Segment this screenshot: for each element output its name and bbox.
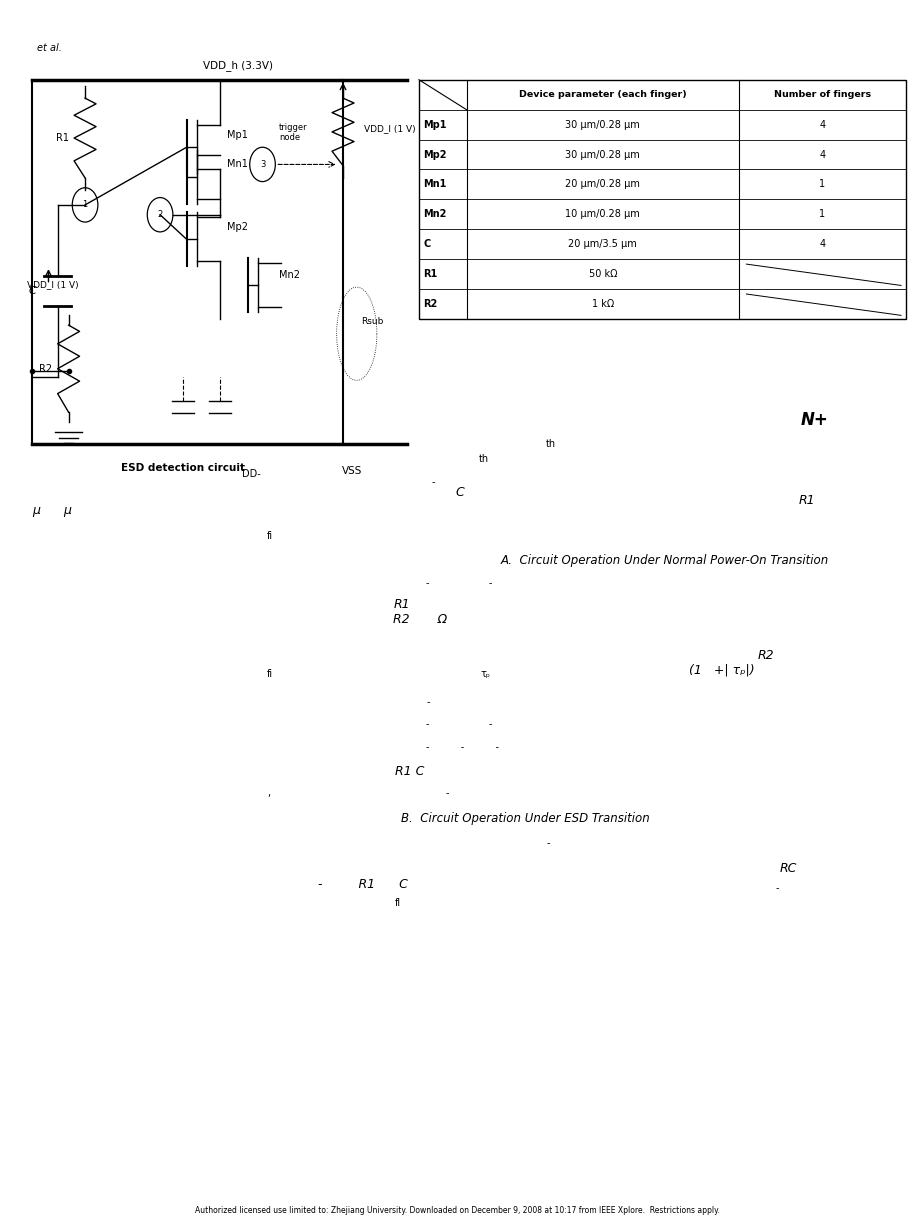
Text: R1: R1	[55, 133, 69, 144]
Text: -                   -: - -	[425, 719, 492, 729]
Text: -: -	[431, 477, 435, 487]
Text: Mn2: Mn2	[423, 210, 447, 220]
Text: R1 C: R1 C	[395, 766, 424, 778]
Text: fi: fi	[267, 531, 273, 541]
Text: N+: N+	[800, 411, 827, 428]
Text: 4: 4	[819, 239, 824, 249]
Text: B.  Circuit Operation Under ESD Transition: B. Circuit Operation Under ESD Transitio…	[400, 812, 649, 825]
Text: VDD_h (3.3V): VDD_h (3.3V)	[202, 60, 273, 71]
Text: Mp1: Mp1	[227, 130, 247, 140]
Text: -: -	[425, 697, 429, 707]
Text: (1   +| τₚ|): (1 +| τₚ|)	[688, 664, 754, 676]
Text: 2: 2	[157, 210, 163, 220]
Text: fi: fi	[267, 669, 273, 679]
Text: R2: R2	[39, 363, 52, 374]
Text: C: C	[423, 239, 430, 249]
Text: 4: 4	[819, 150, 824, 160]
Text: Number of fingers: Number of fingers	[773, 90, 870, 98]
Text: Authorized licensed use limited to: Zhejiang University. Downloaded on December : Authorized licensed use limited to: Zhej…	[195, 1206, 719, 1215]
Text: 1: 1	[819, 179, 824, 189]
Text: R1: R1	[423, 269, 437, 280]
Text: 30 μm/0.28 μm: 30 μm/0.28 μm	[565, 119, 640, 130]
Text: -                   -: - -	[425, 578, 492, 588]
Text: ,: ,	[267, 788, 270, 798]
Text: VDD_I (1 V): VDD_I (1 V)	[28, 280, 79, 290]
Text: 10 μm/0.28 μm: 10 μm/0.28 μm	[565, 210, 640, 220]
Text: Rsub: Rsub	[361, 317, 383, 326]
Text: -: -	[445, 788, 448, 798]
Text: Mp1: Mp1	[423, 119, 447, 130]
Text: 3: 3	[259, 160, 265, 169]
Text: R2: R2	[423, 299, 437, 309]
Text: fl: fl	[395, 898, 401, 908]
Text: 20 μm/3.5 μm: 20 μm/3.5 μm	[568, 239, 637, 249]
Text: Mn1: Mn1	[423, 179, 447, 189]
Text: 4: 4	[819, 119, 824, 130]
Text: VDD_I (1 V): VDD_I (1 V)	[364, 124, 415, 134]
Text: DD-: DD-	[242, 469, 261, 479]
Text: th: th	[478, 454, 488, 464]
Bar	[418, 80, 904, 319]
Text: Mn1: Mn1	[227, 160, 247, 169]
Text: -         R1      C: - R1 C	[318, 879, 408, 891]
Text: 20 μm/0.28 μm: 20 μm/0.28 μm	[565, 179, 640, 189]
Text: A.  Circuit Operation Under Normal Power-On Transition: A. Circuit Operation Under Normal Power-…	[500, 555, 828, 567]
Text: C: C	[28, 286, 37, 296]
Text: RC: RC	[778, 863, 796, 875]
Text: -: -	[547, 838, 550, 848]
Text: 30 μm/0.28 μm: 30 μm/0.28 μm	[565, 150, 640, 160]
Text: Mp2: Mp2	[227, 222, 247, 232]
Text: trigger
node: trigger node	[278, 123, 307, 142]
Text: R2       Ω: R2 Ω	[393, 614, 447, 626]
Text: ESD detection circuit: ESD detection circuit	[120, 463, 244, 472]
Text: -: -	[775, 883, 778, 893]
Text: et al.: et al.	[37, 43, 62, 53]
Text: VSS: VSS	[342, 466, 362, 476]
Text: th: th	[546, 439, 556, 449]
Text: 1: 1	[83, 200, 87, 210]
Text: -          -          -: - - -	[425, 742, 499, 752]
Text: 50 kΩ: 50 kΩ	[588, 269, 617, 280]
Text: C: C	[455, 486, 464, 498]
Text: μ      μ: μ μ	[32, 504, 72, 517]
Text: Device parameter (each finger): Device parameter (each finger)	[518, 90, 686, 98]
Text: τₚ: τₚ	[480, 669, 490, 679]
Text: R1: R1	[798, 494, 814, 507]
Text: Mp2: Mp2	[423, 150, 447, 160]
Text: R1: R1	[393, 599, 410, 611]
Text: 1 kΩ: 1 kΩ	[591, 299, 613, 309]
Text: Mn2: Mn2	[278, 270, 300, 280]
Text: R2: R2	[756, 649, 773, 661]
Text: 1: 1	[819, 210, 824, 220]
